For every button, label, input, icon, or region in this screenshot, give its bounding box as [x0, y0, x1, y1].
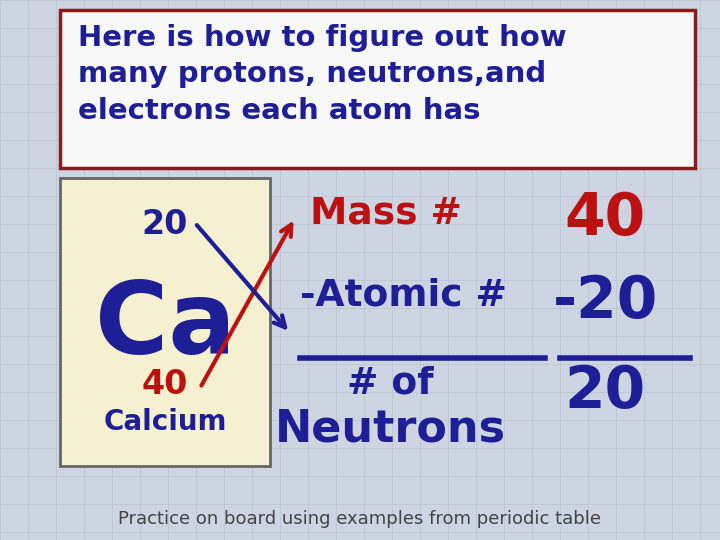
Text: 20: 20 — [142, 208, 188, 241]
Text: # of: # of — [347, 365, 433, 401]
Text: Mass #: Mass # — [310, 195, 462, 231]
Text: 40: 40 — [564, 190, 646, 247]
Text: Ca: Ca — [94, 278, 235, 375]
Text: Calcium: Calcium — [103, 408, 227, 436]
Text: Practice on board using examples from periodic table: Practice on board using examples from pe… — [119, 510, 601, 528]
Text: Here is how to figure out how
many protons, neutrons,and
electrons each atom has: Here is how to figure out how many proto… — [78, 24, 567, 125]
FancyBboxPatch shape — [60, 10, 695, 168]
Text: 40: 40 — [142, 368, 188, 401]
Text: -Atomic #: -Atomic # — [300, 278, 507, 314]
Text: Neutrons: Neutrons — [274, 407, 505, 450]
Text: -20: -20 — [552, 273, 657, 330]
FancyBboxPatch shape — [60, 178, 270, 466]
Text: 20: 20 — [564, 363, 646, 420]
